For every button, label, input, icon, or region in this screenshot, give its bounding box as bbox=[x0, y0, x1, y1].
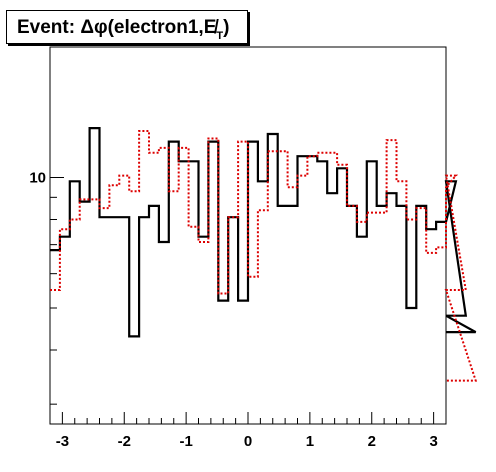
chart-title: Event: Δφ(electron1,E̸T) bbox=[17, 17, 229, 42]
series-0-solid-line bbox=[50, 127, 477, 338]
title-symbol: Δφ(electron1, bbox=[80, 17, 204, 38]
title-prefix: Event: bbox=[17, 17, 81, 38]
x-tick-label: 3 bbox=[429, 433, 437, 450]
title-box: Event: Δφ(electron1,E̸T) bbox=[6, 10, 248, 44]
x-tick-label: 2 bbox=[368, 433, 376, 450]
title-met-subscript: T bbox=[216, 30, 224, 42]
x-tick-label: 0 bbox=[244, 433, 252, 450]
series-1-dotted-line bbox=[50, 130, 478, 382]
x-tick-label: 1 bbox=[306, 433, 314, 450]
x-tick-label: -1 bbox=[179, 433, 192, 450]
title-met: E̸ bbox=[203, 17, 217, 38]
y-tick-label: 10 bbox=[29, 169, 46, 186]
axis-layer: -3 -2 -1 0 1 2 3 10 bbox=[29, 46, 447, 450]
x-tick-label: -3 bbox=[56, 433, 69, 450]
x-tick-label: -2 bbox=[118, 433, 131, 450]
title-suffix: ) bbox=[223, 17, 230, 38]
series-layer bbox=[50, 127, 478, 382]
